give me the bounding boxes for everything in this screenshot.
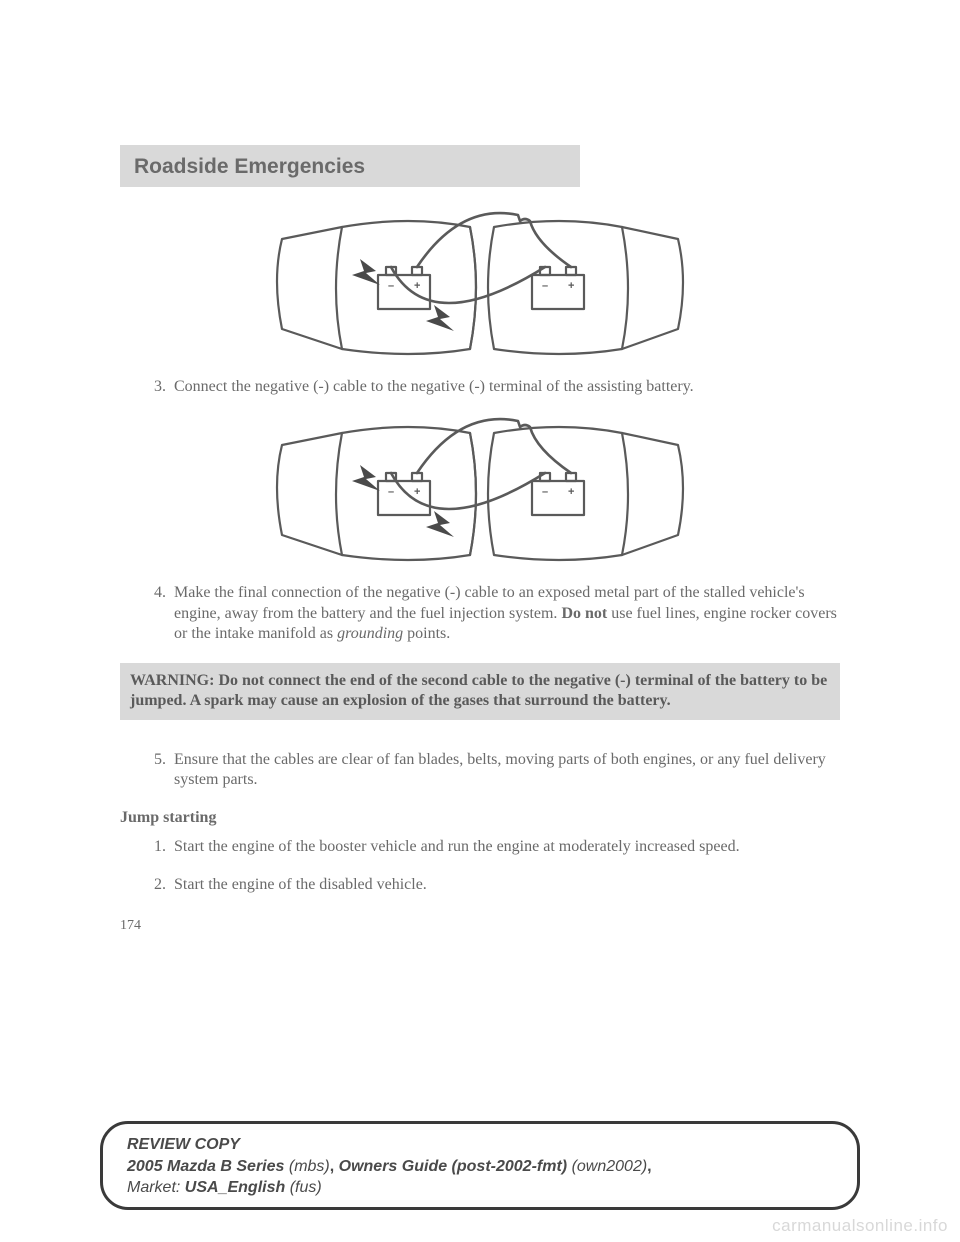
step-number: 4. [142, 583, 166, 644]
svg-text:–: – [542, 486, 548, 498]
jump-step-2: 2. Start the engine of the disabled vehi… [142, 875, 840, 895]
svg-text:+: + [414, 486, 420, 498]
footer-box: REVIEW COPY 2005 Mazda B Series (mbs), O… [100, 1121, 860, 1210]
step-text: Make the final connection of the negativ… [174, 583, 840, 644]
jumper-diagram-2: – + – + [270, 415, 690, 565]
step-text: Ensure that the cables are clear of fan … [174, 750, 840, 791]
subheading-jump-starting: Jump starting [120, 809, 840, 827]
jumper-diagram-1: – + – + [270, 209, 690, 359]
svg-text:–: – [542, 280, 548, 292]
step-number: 2. [142, 875, 166, 895]
warning-box: WARNING: Do not connect the end of the s… [120, 663, 840, 720]
step-number: 1. [142, 837, 166, 857]
watermark: carmanualsonline.info [772, 1216, 948, 1236]
footer-review: REVIEW COPY [127, 1136, 240, 1153]
svg-text:+: + [568, 280, 574, 292]
step-3: 3. Connect the negative (-) cable to the… [142, 377, 840, 397]
svg-text:–: – [388, 280, 394, 292]
step-text: Start the engine of the disabled vehicle… [174, 875, 840, 895]
svg-text:+: + [414, 280, 420, 292]
step-text: Connect the negative (-) cable to the ne… [174, 377, 840, 397]
section-header-text: Roadside Emergencies [134, 155, 365, 178]
step-4: 4. Make the final connection of the nega… [142, 583, 840, 644]
section-header: Roadside Emergencies [120, 145, 580, 187]
step-number: 3. [142, 377, 166, 397]
page-number: 174 [120, 918, 840, 934]
jump-step-1: 1. Start the engine of the booster vehic… [142, 837, 840, 857]
step-number: 5. [142, 750, 166, 791]
step-5: 5. Ensure that the cables are clear of f… [142, 750, 840, 791]
svg-text:–: – [388, 486, 394, 498]
svg-text:+: + [568, 486, 574, 498]
step-text: Start the engine of the booster vehicle … [174, 837, 840, 857]
